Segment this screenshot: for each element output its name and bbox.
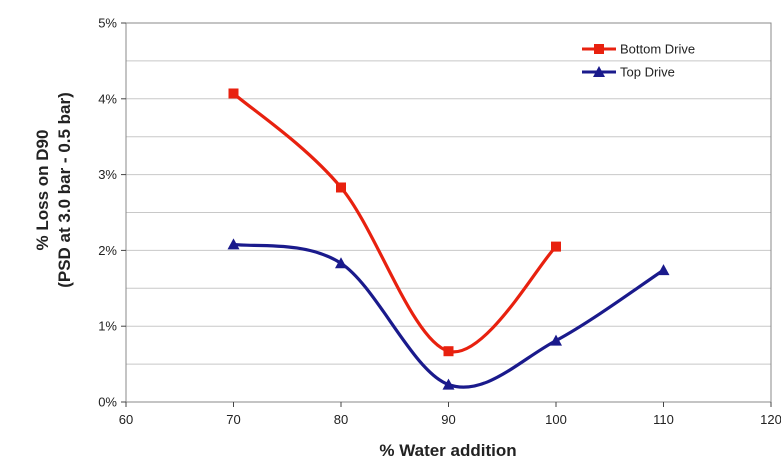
y-axis-title-line1: % Loss on D90 <box>33 130 52 251</box>
series-lines <box>231 91 666 389</box>
bottom-drive-point <box>228 88 239 99</box>
top-drive-point <box>550 334 562 346</box>
x-tick-label: 120 <box>760 412 781 427</box>
bottom-drive-line <box>231 91 558 354</box>
x-tick-labels: 60 70 80 90 100 110 120 <box>119 402 781 427</box>
top-drive-point <box>442 378 455 390</box>
y-tick-label: 3% <box>98 167 117 182</box>
top-drive-line <box>231 242 666 389</box>
legend-label-bottom-drive: Bottom Drive <box>620 42 695 57</box>
y-tick-label: 2% <box>98 243 117 258</box>
y-tick-label: 0% <box>98 395 117 410</box>
top-drive-point <box>657 264 670 276</box>
bottom-drive-point <box>551 241 561 252</box>
grid-lines <box>126 60 771 365</box>
x-tick-label: 60 <box>119 412 133 427</box>
legend: Bottom Drive Top Drive <box>582 42 695 80</box>
x-axis-title: % Water addition <box>379 441 516 459</box>
y-axis-title-line2: (PSD at 3.0 bar - 0.5 bar) <box>55 92 74 288</box>
x-tick-label: 110 <box>653 412 674 427</box>
y-tick-label: 1% <box>98 319 117 334</box>
x-tick-label: 70 <box>226 412 240 427</box>
y-tick-labels: 0% 1% 2% 3% 4% 5% <box>98 16 126 410</box>
x-tick-label: 80 <box>334 412 348 427</box>
series-markers <box>227 88 670 390</box>
bottom-drive-point <box>443 346 454 357</box>
x-tick-label: 90 <box>441 412 455 427</box>
top-drive-point <box>335 257 347 269</box>
top-drive-point <box>227 238 240 250</box>
y-tick-label: 4% <box>98 91 117 106</box>
legend-marker-top-drive <box>593 66 605 77</box>
legend-marker-bottom-drive <box>594 44 604 54</box>
bottom-drive-point <box>336 182 346 193</box>
legend-label-top-drive: Top Drive <box>620 65 675 80</box>
y-tick-label: 5% <box>98 16 117 31</box>
x-tick-label: 100 <box>545 412 567 427</box>
